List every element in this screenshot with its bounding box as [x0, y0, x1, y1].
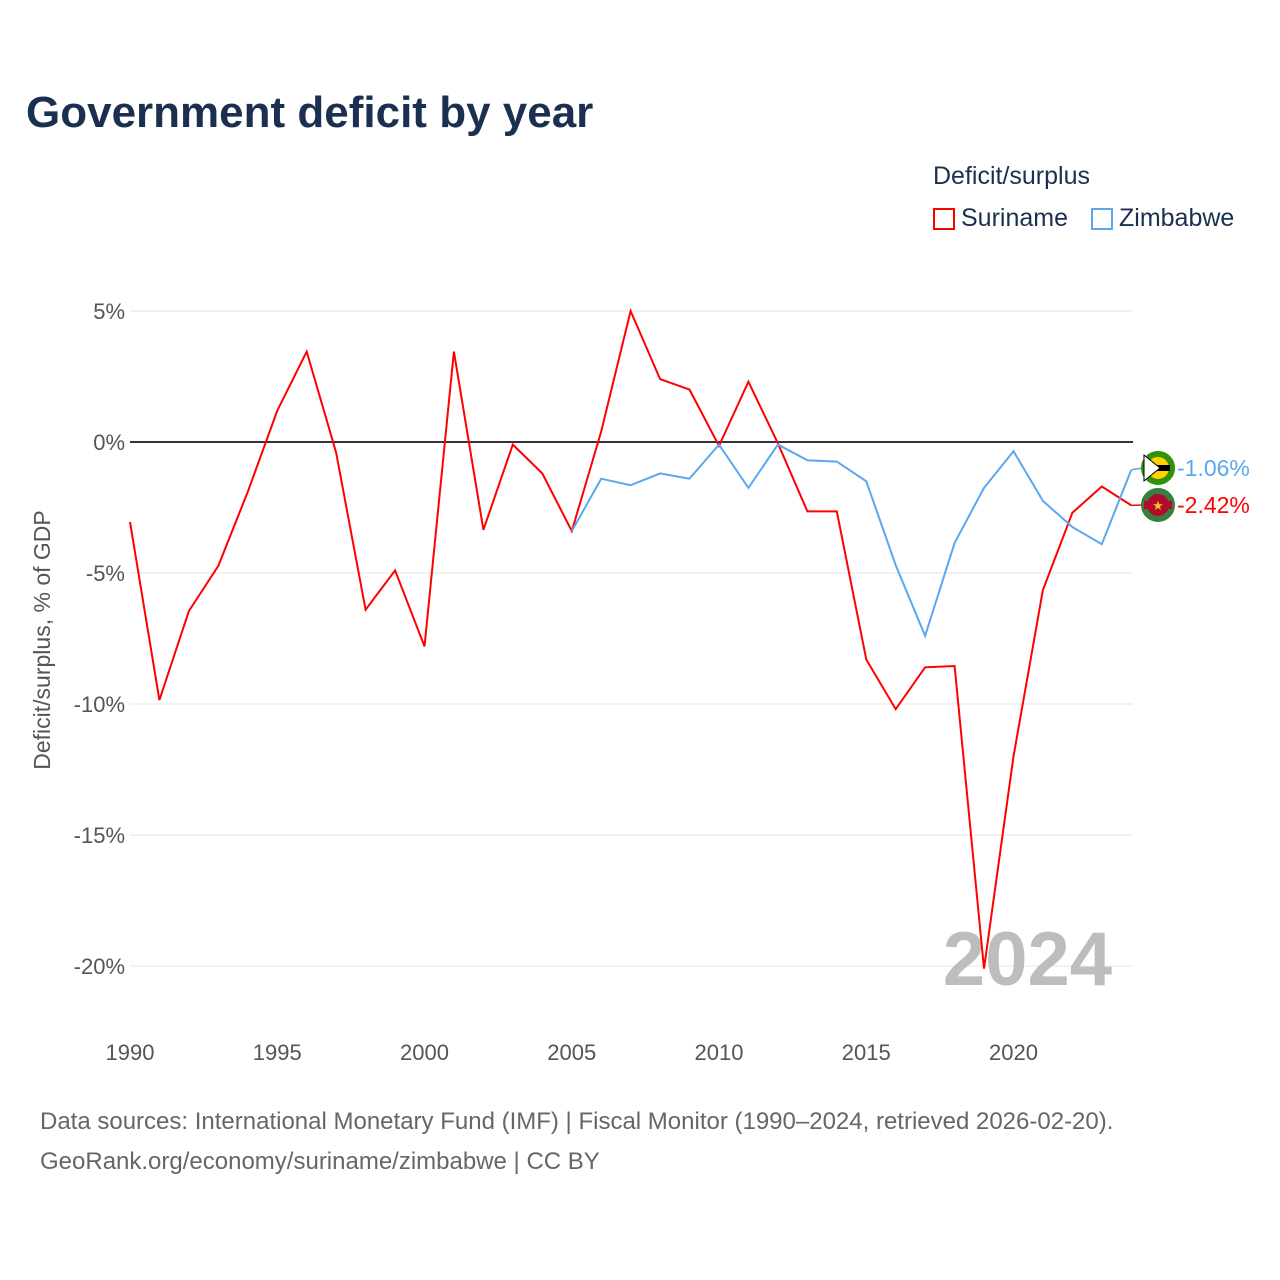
- y-tick-label: -5%: [86, 561, 125, 586]
- end-value-label: -2.42%: [1177, 492, 1250, 518]
- x-tick-label: 2020: [989, 1040, 1038, 1065]
- legend-item-zimbabwe[interactable]: Zimbabwe: [1091, 204, 1234, 233]
- legend-swatch: [933, 207, 955, 230]
- x-tick-label: 2000: [400, 1040, 449, 1065]
- svg-text:★: ★: [1152, 498, 1164, 513]
- legend-label: Suriname: [961, 204, 1068, 232]
- zimbabwe-flag-icon: [1141, 451, 1175, 485]
- y-tick-label: -20%: [74, 954, 125, 979]
- legend-title: Deficit/surplus: [933, 162, 1090, 190]
- legend-label: Zimbabwe: [1119, 204, 1235, 232]
- legend-swatch: [1091, 207, 1113, 230]
- legend-item-suriname[interactable]: Suriname: [933, 204, 1068, 233]
- x-tick-label: 2015: [842, 1040, 891, 1065]
- footer-link[interactable]: GeoRank.org/economy/suriname/zimbabwe | …: [40, 1148, 600, 1175]
- y-axis-label: Deficit/surplus, % of GDP: [29, 510, 55, 769]
- chart-title: Government deficit by year: [26, 88, 594, 137]
- x-tick-label: 2010: [695, 1040, 744, 1065]
- y-tick-label: -15%: [74, 823, 125, 848]
- x-tick-label: 1995: [253, 1040, 302, 1065]
- series-line-suriname: [129, 307, 1132, 969]
- x-tick-label: 2005: [547, 1040, 596, 1065]
- y-tick-label: 0%: [93, 430, 125, 455]
- suriname-flag-icon: ★: [1141, 488, 1175, 522]
- series-line-zimbabwe: [570, 442, 1133, 639]
- end-value-label: -1.06%: [1177, 455, 1250, 481]
- footer-sources: Data sources: International Monetary Fun…: [40, 1108, 1114, 1135]
- watermark-year: 2024: [943, 917, 1112, 1002]
- y-tick-label: -10%: [74, 692, 125, 717]
- y-tick-label: 5%: [93, 299, 125, 324]
- x-tick-label: 1990: [106, 1040, 155, 1065]
